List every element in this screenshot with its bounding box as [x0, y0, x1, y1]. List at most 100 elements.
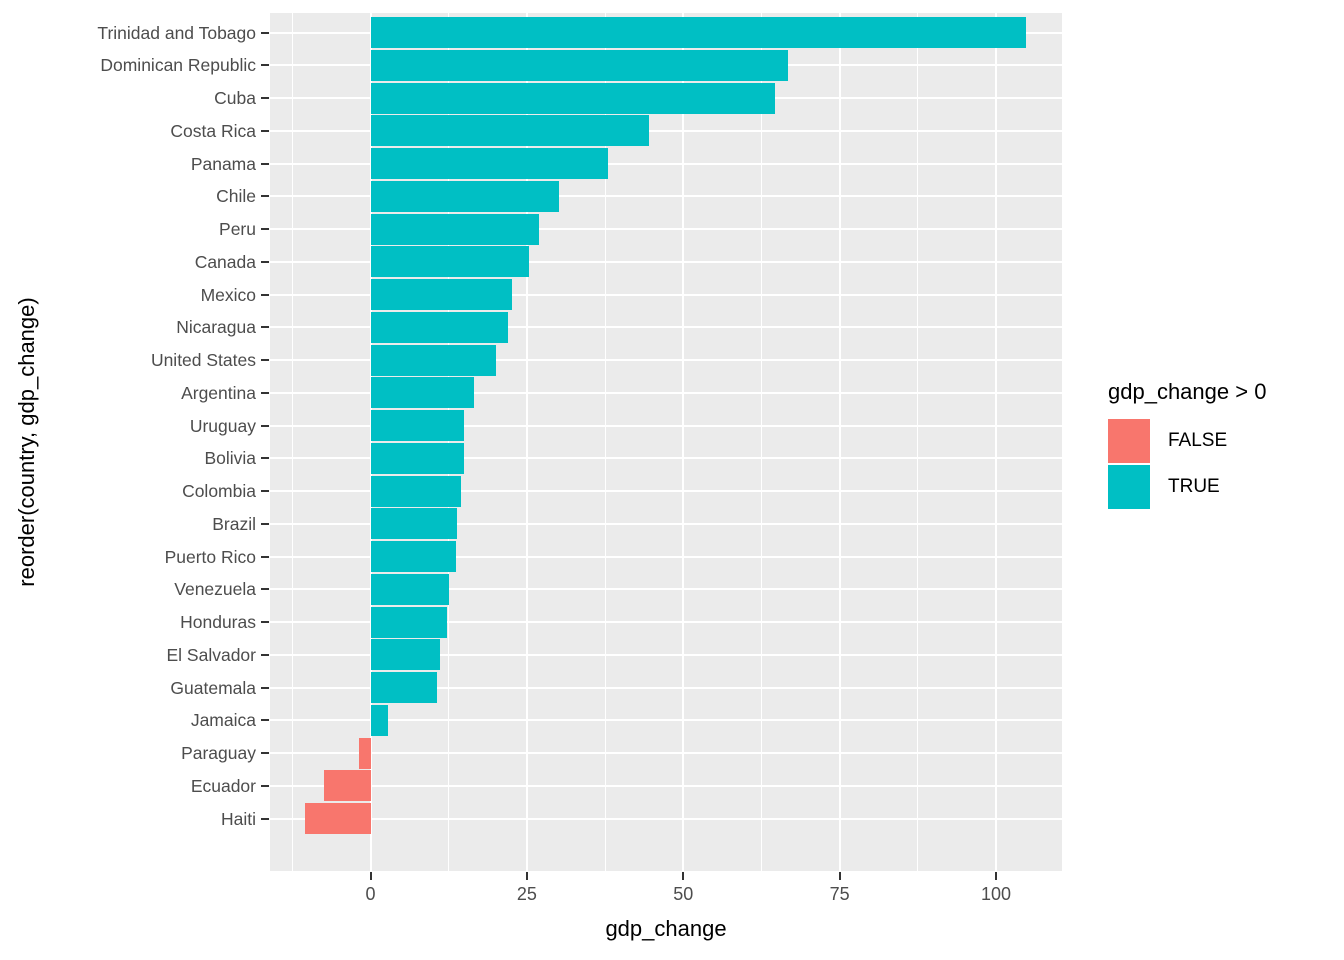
y-axis-label: Paraguay: [181, 743, 256, 764]
y-axis-label: Peru: [219, 219, 256, 240]
bar-mexico: [370, 279, 512, 311]
y-axis-label: Haiti: [220, 808, 256, 829]
y-axis-tick: [261, 424, 269, 427]
bar-uruguay: [370, 410, 465, 442]
major-gridline: [270, 129, 1062, 132]
legend-swatch-false: [1108, 419, 1150, 463]
x-axis-label: 75: [829, 884, 850, 904]
y-axis-label: Trinidad and Tobago: [97, 22, 256, 43]
y-axis-label: Uruguay: [189, 415, 256, 436]
major-gridline: [270, 162, 1062, 165]
y-axis-label: Venezuela: [174, 579, 256, 600]
y-axis-tick: [261, 162, 269, 165]
y-axis-tick: [261, 457, 269, 460]
y-axis-tick: [261, 326, 269, 329]
y-axis-label: Cuba: [214, 88, 256, 109]
bar-bolivia: [370, 442, 464, 474]
bar-el-salvador: [370, 639, 440, 671]
y-axis-title: reorder(country, gdp_change): [14, 297, 39, 587]
y-axis-label: Chile: [216, 186, 256, 207]
y-axis-label: Bolivia: [204, 448, 256, 469]
major-gridline: [838, 13, 841, 871]
minor-gridline: [917, 13, 919, 871]
major-gridline: [682, 13, 685, 871]
y-axis-tick: [261, 391, 269, 394]
major-gridline: [270, 817, 1062, 820]
y-axis-label: Honduras: [180, 612, 256, 633]
legend: gdp_change > 0 FALSE TRUE: [1108, 379, 1344, 511]
major-gridline: [369, 13, 372, 871]
y-axis-tick: [261, 719, 269, 722]
bar-nicaragua: [370, 311, 509, 343]
bar-paraguay: [359, 737, 371, 769]
y-axis-tick: [261, 588, 269, 591]
bar-jamaica: [370, 704, 389, 736]
y-axis-tick: [261, 621, 269, 624]
major-gridline: [270, 686, 1062, 689]
y-axis-label: Panama: [190, 153, 256, 174]
y-axis-label: Mexico: [200, 284, 256, 305]
major-gridline: [270, 719, 1062, 722]
minor-gridline: [760, 13, 762, 871]
y-axis-label: United States: [150, 350, 256, 371]
major-gridline: [270, 424, 1062, 427]
bar-costa-rica: [370, 115, 649, 147]
major-gridline: [270, 784, 1062, 787]
y-axis-tick: [261, 555, 269, 558]
bar-brazil: [370, 508, 458, 540]
x-axis-tick: [838, 872, 841, 880]
y-axis-label: Puerto Rico: [164, 546, 256, 567]
y-axis-label: Costa Rica: [170, 120, 256, 141]
x-axis-label: 50: [673, 884, 694, 904]
y-axis-tick: [261, 293, 269, 296]
bar-canada: [370, 246, 530, 278]
y-axis-label: El Salvador: [166, 644, 257, 665]
bar-venezuela: [370, 573, 449, 605]
major-gridline: [525, 13, 528, 871]
y-axis-tick: [261, 195, 269, 198]
y-axis-label: Canada: [194, 251, 256, 272]
major-gridline: [270, 391, 1062, 394]
legend-key-false: FALSE: [1108, 419, 1344, 463]
bar-haiti: [305, 803, 371, 835]
y-axis-label: Dominican Republic: [100, 55, 256, 76]
y-axis-label: Colombia: [182, 481, 256, 502]
y-axis-label: Jamaica: [190, 710, 256, 731]
major-gridline: [270, 195, 1062, 198]
y-axis-tick: [261, 522, 269, 525]
y-axis-label: Brazil: [212, 513, 256, 534]
major-gridline: [270, 522, 1062, 525]
x-axis-label: 100: [980, 884, 1012, 904]
y-axis-label: Ecuador: [190, 775, 256, 796]
major-gridline: [270, 621, 1062, 624]
y-axis-label: Argentina: [181, 382, 256, 403]
x-axis-tick: [369, 872, 372, 880]
major-gridline: [270, 588, 1062, 591]
y-axis-tick: [261, 260, 269, 263]
major-gridline: [270, 653, 1062, 656]
bar-honduras: [370, 606, 448, 638]
bar-dominican-republic: [370, 49, 788, 81]
x-axis-tick: [995, 872, 997, 880]
major-gridline: [270, 555, 1062, 558]
major-gridline: [270, 752, 1062, 755]
legend-label: TRUE: [1168, 476, 1220, 497]
major-gridline: [270, 293, 1062, 296]
legend-keys: FALSE TRUE: [1108, 419, 1344, 509]
legend-title: gdp_change > 0: [1108, 379, 1267, 404]
y-axis-tick: [261, 653, 269, 656]
major-gridline: [995, 13, 997, 871]
y-axis-tick: [261, 31, 269, 34]
x-axis-title: gdp_change: [605, 916, 727, 941]
bar-argentina: [370, 377, 474, 409]
bar-united-states: [370, 344, 497, 376]
legend-label: FALSE: [1168, 430, 1228, 451]
y-axis-tick: [261, 752, 269, 755]
x-axis-label: 25: [516, 884, 537, 904]
y-axis-label: Nicaragua: [176, 317, 256, 338]
x-axis-label: 0: [365, 884, 376, 904]
bar-trinidad-and-tobago: [370, 17, 1027, 49]
x-axis-tick: [682, 872, 685, 880]
major-gridline: [270, 457, 1062, 460]
bar-peru: [370, 213, 539, 245]
